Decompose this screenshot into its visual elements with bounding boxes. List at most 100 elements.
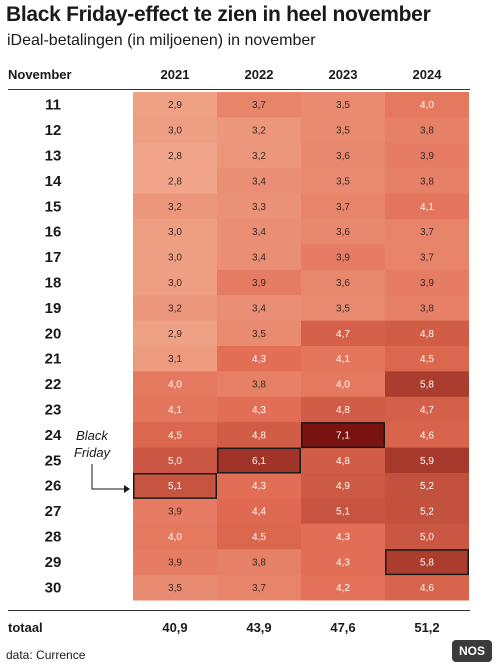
- row-label-29: 29: [45, 554, 62, 571]
- heatmap-cell: [217, 92, 301, 118]
- heatmap-cell: [301, 422, 385, 449]
- cell-value-label: 3,5: [336, 100, 350, 111]
- row-label-23: 23: [45, 402, 62, 419]
- heatmap-cell: [385, 396, 469, 423]
- cell-value-label: 5,9: [420, 456, 434, 467]
- cell-value-label: 4,6: [420, 430, 434, 441]
- cell-value-label: 3,7: [336, 202, 350, 213]
- heatmap-cell: [385, 371, 469, 398]
- cell-value-label: 3,0: [168, 253, 182, 264]
- cell-value-label: 3,6: [336, 227, 350, 238]
- cell-value-label: 3,8: [420, 303, 434, 314]
- heatmap-cell: [133, 142, 217, 169]
- cell-value-label: 3,9: [336, 253, 350, 264]
- cell-value-label: 3,5: [336, 303, 350, 314]
- heatmap-cell: [133, 549, 217, 576]
- cell-value-label: 4,1: [336, 354, 350, 365]
- heatmap-cell: [301, 92, 385, 118]
- black-friday-outline: [133, 473, 217, 499]
- annotation-arrow-line: [91, 464, 124, 490]
- black-friday-outline: [385, 549, 469, 576]
- heatmap-cell: [133, 320, 217, 347]
- row-label-30: 30: [45, 579, 62, 596]
- heatmap-cell: [217, 320, 301, 347]
- cell-value-label: 3,5: [252, 329, 266, 340]
- annotation-arrow-head: [124, 485, 130, 493]
- cell-value-label: 4,8: [420, 329, 434, 340]
- heatmap-cell: [301, 574, 385, 601]
- cell-value-label: 4,7: [336, 329, 350, 340]
- heatmap-cell: [217, 498, 301, 525]
- cell-value-label: 3,9: [252, 278, 266, 289]
- row-label-27: 27: [45, 503, 62, 520]
- row-label-19: 19: [45, 300, 62, 317]
- heatmap-cell: [385, 447, 469, 474]
- total-value-2023: 47,6: [330, 620, 355, 635]
- annotation-black: Black: [76, 428, 109, 443]
- heatmap-cell: [217, 117, 301, 144]
- cell-value-label: 3,8: [420, 176, 434, 187]
- total-value-2024: 51,2: [414, 620, 439, 635]
- heatmap-cell: [385, 574, 469, 601]
- heatmap-cell: [301, 371, 385, 398]
- cell-value-label: 4,8: [252, 430, 266, 441]
- row-label-22: 22: [45, 376, 62, 393]
- annotation-friday: Friday: [74, 445, 112, 460]
- heatmap-cell: [301, 142, 385, 169]
- cell-value-label: 4,5: [420, 354, 434, 365]
- cell-value-label: 4,0: [336, 380, 350, 391]
- row-label-24: 24: [45, 427, 62, 444]
- cell-value-label: 5,8: [420, 557, 434, 568]
- heatmap-cell: [301, 168, 385, 195]
- source-note: data: Currence: [6, 648, 86, 662]
- cell-value-label: 3,5: [336, 176, 350, 187]
- heatmap-cell: [385, 295, 469, 322]
- cell-value-label: 4,3: [252, 354, 266, 365]
- heatmap-cell: [217, 447, 301, 474]
- heatmap-cell: [133, 295, 217, 322]
- heatmap-cell: [385, 320, 469, 347]
- heatmap-cell: [385, 168, 469, 195]
- cell-value-label: 4,5: [252, 532, 266, 543]
- row-label-28: 28: [45, 529, 62, 546]
- heatmap-cell: [301, 295, 385, 322]
- cell-value-label: 4,5: [168, 430, 182, 441]
- cell-value-label: 3,6: [336, 151, 350, 162]
- heatmap-cell: [133, 244, 217, 271]
- heatmap-cell: [133, 422, 217, 449]
- black-friday-outline: [301, 422, 385, 449]
- cell-value-label: 3,5: [336, 126, 350, 137]
- cell-value-label: 2,8: [168, 176, 182, 187]
- cell-value-label: 4,3: [252, 405, 266, 416]
- row-label-17: 17: [45, 249, 62, 266]
- heatmap-cell: [301, 346, 385, 372]
- total-value-2022: 43,9: [246, 620, 271, 635]
- cell-value-label: 5,1: [168, 481, 182, 492]
- cell-value-label: 3,6: [336, 278, 350, 289]
- cell-value-label: 5,0: [420, 532, 434, 543]
- row-label-25: 25: [45, 452, 62, 469]
- cell-value-label: 5,0: [168, 456, 182, 467]
- cell-value-label: 2,9: [168, 100, 182, 111]
- heatmap-cell: [385, 549, 469, 576]
- row-label-12: 12: [45, 122, 62, 139]
- heatmap-cell: [133, 498, 217, 525]
- heatmap-cell: [301, 219, 385, 245]
- heatmap-cell: [217, 371, 301, 398]
- row-label-18: 18: [45, 275, 62, 292]
- row-label-16: 16: [45, 224, 62, 241]
- cell-value-label: 5,2: [420, 507, 434, 518]
- cell-value-label: 3,8: [252, 380, 266, 391]
- heatmap-cell: [301, 269, 385, 296]
- heatmap-cell: [385, 523, 469, 550]
- heatmap-cell: [133, 168, 217, 195]
- cell-value-label: 3,7: [252, 583, 266, 594]
- heatmap-cell: [133, 574, 217, 601]
- cell-value-label: 3,2: [252, 151, 266, 162]
- cell-value-label: 2,9: [168, 329, 182, 340]
- heatmap-cell: [217, 269, 301, 296]
- cell-value-label: 3,9: [420, 151, 434, 162]
- chart-subtitle: iDeal-betalingen (in miljoenen) in novem…: [7, 32, 316, 49]
- cell-value-label: 4,8: [336, 456, 350, 467]
- cell-value-label: 4,1: [168, 405, 182, 416]
